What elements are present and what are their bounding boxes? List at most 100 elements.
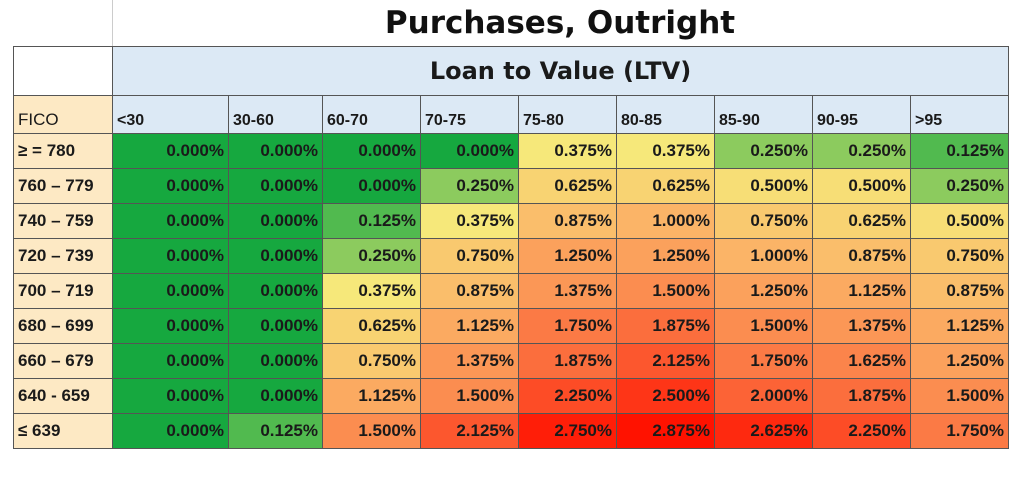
fico-header: FICO <box>13 95 113 134</box>
heatmap-cell: 0.875% <box>518 203 617 239</box>
column-header: 75-80 <box>518 95 617 134</box>
heatmap-cell: 0.500% <box>812 168 911 204</box>
heatmap-cell: 0.000% <box>228 168 323 204</box>
row-header: 740 – 759 <box>13 203 113 239</box>
heatmap-cell: 2.750% <box>518 413 617 449</box>
table-row: 660 – 679 0.000% 0.000% 0.750% 1.375% 1.875% 2… <box>13 343 1009 379</box>
table-row: 740 – 759 0.000% 0.000% 0.125% 0.375% 0.875% 1… <box>13 203 1009 239</box>
column-header: 90-95 <box>812 95 911 134</box>
table-row: 720 – 739 0.000% 0.000% 0.250% 0.750% 1.250% 1… <box>13 238 1009 274</box>
heatmap-cell: 0.875% <box>910 273 1009 309</box>
row-header: 660 – 679 <box>13 343 113 379</box>
row-header: 640 - 659 <box>13 378 113 414</box>
heatmap-cell: 0.375% <box>518 133 617 169</box>
heatmap-cell: 2.625% <box>714 413 813 449</box>
heatmap-cell: 0.875% <box>420 273 519 309</box>
column-header: >95 <box>910 95 1009 134</box>
heatmap-cell: 0.250% <box>910 168 1009 204</box>
heatmap-cell: 0.125% <box>228 413 323 449</box>
table-row: ≤ 639 0.000% 0.125% 1.500% 2.125% 2.750% 2.875… <box>13 413 1009 449</box>
heatmap-cell: 0.375% <box>616 133 715 169</box>
heatmap-cell: 0.375% <box>420 203 519 239</box>
heatmap-cell: 1.875% <box>518 343 617 379</box>
heatmap-cell: 2.125% <box>616 343 715 379</box>
heatmap-cell: 1.500% <box>910 378 1009 414</box>
table-row: 640 - 659 0.000% 0.000% 1.125% 1.500% 2.250% 2… <box>13 378 1009 414</box>
row-header: ≥ = 780 <box>13 133 113 169</box>
row-header: ≤ 639 <box>13 413 113 449</box>
heatmap-cell: 1.500% <box>322 413 421 449</box>
column-header: 85-90 <box>714 95 813 134</box>
heatmap-cell: 1.125% <box>812 273 911 309</box>
heatmap-cell: 1.000% <box>616 203 715 239</box>
heatmap-cell: 1.375% <box>812 308 911 344</box>
heatmap-cell: 0.000% <box>112 238 229 274</box>
table-row: 760 – 779 0.000% 0.000% 0.000% 0.250% 0.625% 0… <box>13 168 1009 204</box>
row-header: 760 – 779 <box>13 168 113 204</box>
heatmap-cell: 0.250% <box>812 133 911 169</box>
heatmap-cell: 2.250% <box>518 378 617 414</box>
heatmap-cell: 0.000% <box>228 238 323 274</box>
heatmap-cell: 0.500% <box>714 168 813 204</box>
heatmap-cell: 1.250% <box>910 343 1009 379</box>
heatmap-cell: 0.000% <box>112 203 229 239</box>
heatmap-cell: 1.750% <box>714 343 813 379</box>
column-header: <30 <box>112 95 229 134</box>
heatmap-cell: 0.625% <box>518 168 617 204</box>
heatmap-cell: 0.000% <box>420 133 519 169</box>
row-header: 700 – 719 <box>13 273 113 309</box>
heatmap-cell: 1.625% <box>812 343 911 379</box>
heatmap-cell: 0.000% <box>228 378 323 414</box>
heatmap-cell: 0.000% <box>112 273 229 309</box>
heatmap-cell: 2.125% <box>420 413 519 449</box>
heatmap-cell: 0.000% <box>112 378 229 414</box>
heatmap-cell: 0.250% <box>420 168 519 204</box>
heatmap-cell: 0.000% <box>112 168 229 204</box>
heatmap-cell: 0.000% <box>112 413 229 449</box>
heatmap-cell: 0.000% <box>112 133 229 169</box>
heatmap-cell: 0.000% <box>112 343 229 379</box>
heatmap-cell: 1.500% <box>616 273 715 309</box>
table-row: 680 – 699 0.000% 0.000% 0.625% 1.125% 1.750% 1… <box>13 308 1009 344</box>
heatmap-cell: 1.500% <box>420 378 519 414</box>
row-header: 680 – 699 <box>13 308 113 344</box>
row-header: 720 – 739 <box>13 238 113 274</box>
heatmap-cell: 1.375% <box>518 273 617 309</box>
heatmap-cell: 0.375% <box>322 273 421 309</box>
heatmap-cell: 0.125% <box>322 203 421 239</box>
heatmap-cell: 0.000% <box>112 308 229 344</box>
column-header: 30-60 <box>228 95 323 134</box>
heatmap-cell: 1.250% <box>518 238 617 274</box>
heatmap-cell: 1.750% <box>910 413 1009 449</box>
heatmap-cell: 0.625% <box>616 168 715 204</box>
heatmap-cell: 0.625% <box>322 308 421 344</box>
heatmap-cell: 1.125% <box>322 378 421 414</box>
heatmap-cell: 0.750% <box>910 238 1009 274</box>
heatmap-cell: 0.125% <box>910 133 1009 169</box>
column-header: 80-85 <box>616 95 715 134</box>
chart-title: Purchases, Outright <box>384 5 736 41</box>
ltv-group-header: Loan to Value (LTV) <box>112 46 1009 96</box>
heatmap-cell: 0.250% <box>322 238 421 274</box>
heatmap-cell: 0.000% <box>228 133 323 169</box>
table-row: 700 – 719 0.000% 0.000% 0.375% 0.875% 1.375% 1… <box>13 273 1009 309</box>
heatmap-table: Loan to Value (LTV) FICO <30 30-60 60-70 70… <box>13 46 1009 449</box>
heatmap-cell: 1.250% <box>714 273 813 309</box>
heatmap-cell: 0.625% <box>812 203 911 239</box>
heatmap-cell: 0.000% <box>228 203 323 239</box>
heatmap-cell: 0.000% <box>322 133 421 169</box>
title-left-blank <box>13 0 113 46</box>
heatmap-cell: 1.125% <box>420 308 519 344</box>
table-row: ≥ = 780 0.000% 0.000% 0.000% 0.000% 0.375% 0.3… <box>13 133 1009 169</box>
heatmap-cell: 1.000% <box>714 238 813 274</box>
heatmap-cell: 0.000% <box>228 273 323 309</box>
heatmap-cell: 2.500% <box>616 378 715 414</box>
heatmap-cell: 0.750% <box>322 343 421 379</box>
corner-cell <box>13 46 113 96</box>
heatmap-cell: 0.000% <box>228 343 323 379</box>
heatmap-cell: 1.125% <box>910 308 1009 344</box>
heatmap-cell: 1.875% <box>616 308 715 344</box>
heatmap-cell: 0.750% <box>714 203 813 239</box>
heatmap-cell: 0.000% <box>322 168 421 204</box>
heatmap-cell: 1.875% <box>812 378 911 414</box>
